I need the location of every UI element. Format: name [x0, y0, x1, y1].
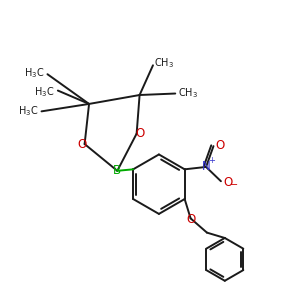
Text: H$_3$C: H$_3$C [18, 104, 38, 118]
Text: +: + [208, 157, 215, 166]
Text: O: O [224, 176, 233, 189]
Text: O: O [186, 213, 195, 226]
Text: CH$_3$: CH$_3$ [154, 56, 175, 70]
Text: N: N [202, 160, 210, 173]
Text: O: O [135, 127, 144, 140]
Text: CH$_3$: CH$_3$ [178, 87, 198, 100]
Text: O: O [77, 138, 86, 151]
Text: −: − [230, 180, 238, 190]
Text: H$_3$C: H$_3$C [34, 85, 54, 99]
Text: O: O [215, 139, 225, 152]
Text: B: B [113, 164, 122, 177]
Text: H$_3$C: H$_3$C [24, 66, 44, 80]
